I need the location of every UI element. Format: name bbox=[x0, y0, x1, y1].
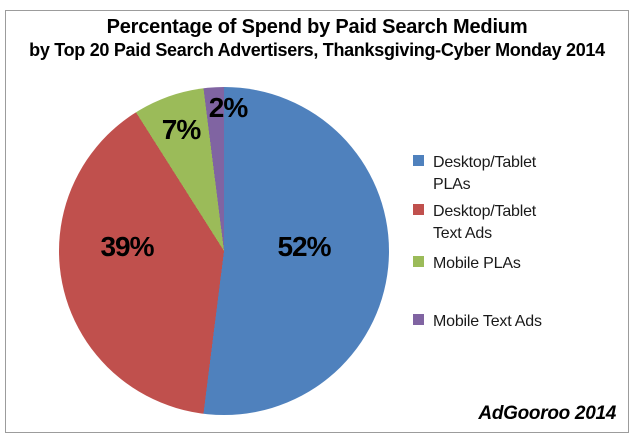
chart-title: Percentage of Spend by Paid Search Mediu… bbox=[106, 16, 528, 38]
legend-item-mobile-text-ads: Mobile Text Ads bbox=[413, 311, 563, 333]
slice-label-desktop-tablet-text-ads: 39% bbox=[100, 231, 154, 262]
slice-label-desktop-tablet-plas: 52% bbox=[277, 231, 331, 262]
chart-subtitle: by Top 20 Paid Search Advertisers, Thank… bbox=[29, 40, 605, 60]
source-credit: AdGooroo 2014 bbox=[478, 403, 616, 424]
legend-item-desktop-tablet-plas: Desktop/Tablet PLAs bbox=[413, 152, 563, 196]
slice-label-mobile-text-ads: 2% bbox=[208, 92, 248, 123]
legend-marker-icon bbox=[413, 314, 424, 325]
legend-label: Mobile PLAs bbox=[433, 255, 521, 272]
legend-item-mobile-plas: Mobile PLAs bbox=[413, 253, 563, 275]
slice-label-mobile-plas: 7% bbox=[161, 114, 201, 145]
legend-label: Desktop/Tablet Text Ads bbox=[433, 203, 537, 242]
legend-item-desktop-tablet-text-ads: Desktop/Tablet Text Ads bbox=[413, 201, 563, 245]
legend-marker-icon bbox=[413, 155, 424, 166]
legend-label: Desktop/Tablet PLAs bbox=[433, 154, 537, 193]
chart-title-block: Percentage of Spend by Paid Search Mediu… bbox=[6, 15, 628, 61]
legend-marker-icon bbox=[413, 256, 424, 267]
legend-label: Mobile Text Ads bbox=[433, 313, 542, 330]
legend-marker-icon bbox=[413, 204, 424, 215]
pie-chart bbox=[59, 87, 389, 415]
